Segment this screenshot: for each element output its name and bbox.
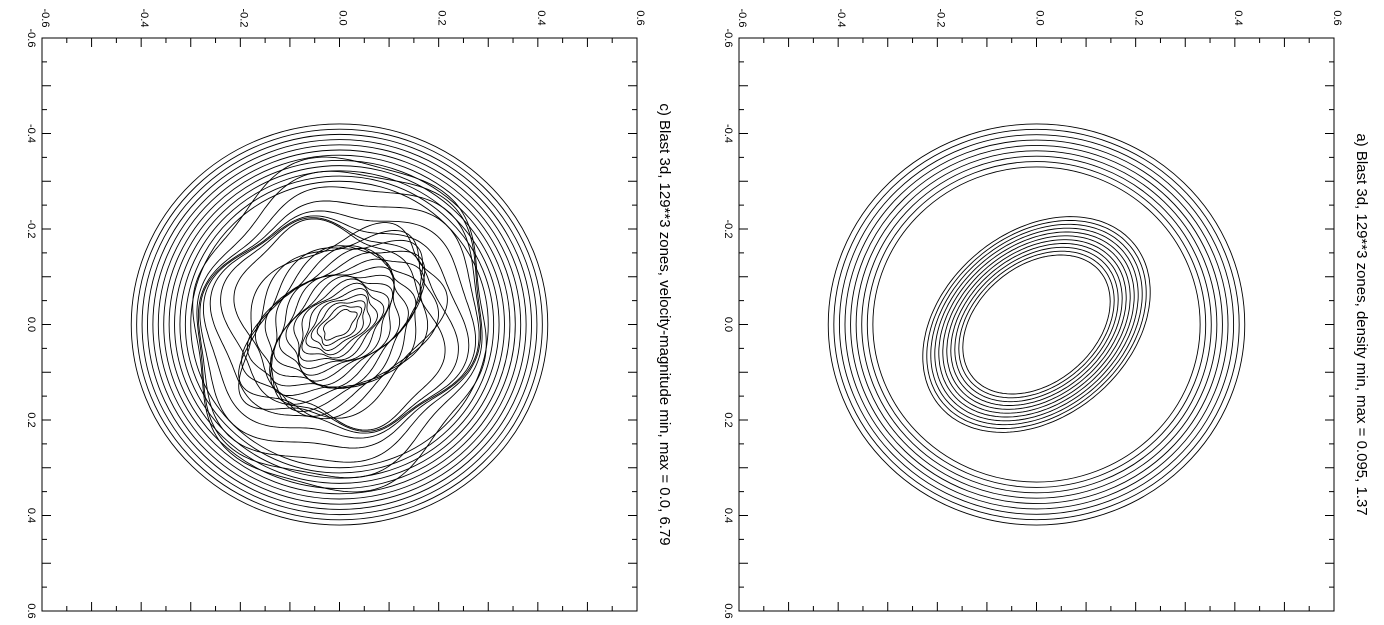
contour-line [273,266,401,386]
contour-line [942,235,1131,414]
y-tick-label: 0.4 [535,10,547,25]
contour-line [192,156,487,493]
y-tick-label: 0.6 [634,10,646,25]
contour-line [197,186,482,463]
contour-line [850,144,1223,505]
x-tick-label: -0.4 [722,124,734,143]
contour-line [926,220,1147,429]
contour-line [934,227,1139,422]
x-tick-label: 0.6 [722,603,734,618]
y-tick-label: -0.6 [39,9,51,28]
contour-line [130,123,549,526]
y-tick-label: 0.2 [436,10,448,25]
x-tick-label: 0.4 [722,508,734,523]
y-tick-label: 0.6 [1331,10,1343,25]
x-tick-label: 0.2 [25,412,37,427]
contour-line [285,275,394,376]
chart-panel-c: c) Blast 3d, 129**3 zones, velocity-magn… [25,9,673,619]
contour-line [220,217,459,432]
y-tick-label: 0.4 [1232,10,1244,25]
contour-line [163,154,516,495]
contour-line [323,308,358,341]
contour-line [152,144,527,505]
contour-line [866,161,1207,488]
panel-title: a) Blast 3d, 129**3 zones, density min, … [1353,133,1370,515]
y-tick-label: -0.4 [138,9,150,28]
contour-line [141,133,538,516]
contour-line [147,139,532,510]
contour-line [298,282,385,362]
contour-line [946,239,1127,410]
contour-line [938,231,1135,418]
y-tick-label: -0.6 [736,9,748,28]
contour-line [190,180,489,469]
x-tick-label: 0.4 [25,508,37,523]
contour-line [954,246,1119,403]
contour-line [861,155,1212,494]
contour-line [168,159,511,490]
contour-line [827,123,1246,526]
contour-line [184,175,495,474]
contour-line [199,200,480,449]
contour-line [270,258,409,389]
x-tick-label: 0.0 [722,317,734,332]
x-tick-label: -0.2 [25,220,37,239]
x-tick-label: 0.6 [25,603,37,618]
contour-line [950,243,1123,406]
contour-line [833,128,1240,521]
contour-line [844,139,1229,510]
y-tick-label: -0.4 [835,9,847,28]
y-tick-label: -0.2 [934,9,946,28]
x-tick-label: -0.2 [722,220,734,239]
contour-line [264,247,422,396]
panel-title: c) Blast 3d, 129**3 zones, velocity-magn… [656,103,673,545]
x-tick-label: 0.2 [722,412,734,427]
contour-line [962,254,1111,395]
contour-line [838,134,1235,515]
x-tick-label: -0.4 [25,124,37,143]
contour-line [157,149,522,500]
contour-line [179,170,500,479]
contour-line [958,250,1115,399]
x-tick-label: 0.0 [25,317,37,332]
contour-line [196,170,483,479]
y-tick-label: -0.2 [237,9,249,28]
contour-line [316,305,363,346]
contour-line [310,300,366,351]
y-tick-label: 0.0 [337,10,349,25]
contour-line [233,218,446,431]
chart-panel-a: a) Blast 3d, 129**3 zones, density min, … [722,9,1370,619]
contour-line [855,150,1218,499]
y-tick-label: 0.0 [1034,10,1046,25]
contour-line [872,166,1201,483]
contour-line [238,222,448,419]
contour-line [930,223,1143,426]
contour-line [301,288,378,359]
x-tick-label: -0.6 [25,29,37,48]
contour-line [922,216,1151,433]
contour-line [246,245,426,412]
contour-line [136,128,543,521]
contour-line [238,230,439,420]
contour-line [202,210,477,439]
x-tick-label: -0.6 [722,29,734,48]
contour-line [174,165,505,484]
contour-line [305,294,371,356]
y-tick-label: 0.2 [1133,10,1145,25]
contour-line [209,215,470,434]
